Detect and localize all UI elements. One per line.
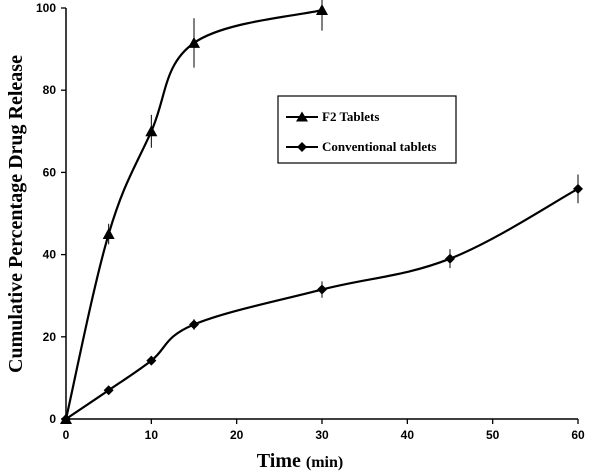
series-conventional-tablets: [61, 174, 583, 424]
x-tick-label: 50: [486, 428, 500, 442]
series-line: [65, 187, 579, 420]
x-tick-label: 0: [63, 428, 70, 442]
x-tick-label: 60: [571, 428, 585, 442]
series-f2-tablets: [60, 0, 328, 424]
y-tick-label: 20: [43, 330, 57, 344]
x-axis-title: Time (min): [257, 450, 343, 472]
y-tick-label: 80: [43, 83, 57, 97]
data-point-diamond: [445, 253, 455, 264]
x-tick-label: 10: [145, 428, 159, 442]
x-axis-label: Time: [257, 450, 301, 472]
legend-diamond-marker: [297, 142, 307, 152]
data-point-diamond: [317, 284, 327, 295]
legend-label-conventional: Conventional tablets: [322, 139, 436, 154]
series-layer: [60, 0, 583, 424]
data-point-triangle: [188, 36, 200, 48]
x-tick-label: 40: [401, 428, 415, 442]
y-tick-label: 100: [36, 1, 56, 15]
axes: [61, 7, 579, 424]
data-point-diamond: [573, 183, 583, 194]
data-point-triangle: [316, 4, 328, 16]
data-point-diamond: [103, 385, 114, 396]
y-axis-title: Cumulative Percentage Drug Release: [5, 55, 27, 373]
data-point-diamond: [146, 355, 157, 366]
data-point-diamond: [61, 414, 71, 424]
legend-entry-f2: F2 Tablets: [286, 109, 379, 124]
x-tick-label: 30: [315, 428, 329, 442]
series-line: [64, 8, 323, 420]
legend-label-f2: F2 Tablets: [322, 109, 379, 124]
y-tick-label: 60: [43, 165, 57, 179]
y-tick-label: 0: [49, 412, 56, 426]
x-tick-label: 20: [230, 428, 244, 442]
data-point-triangle: [145, 125, 158, 137]
legend-entry-conventional: Conventional tablets: [286, 139, 436, 154]
legend-box: [277, 95, 457, 164]
data-point-triangle: [102, 228, 115, 240]
tick-labels: 0 20 40 60 80 100 0 10 20 30 40 50 60: [36, 1, 585, 442]
legend-triangle-marker: [296, 111, 308, 122]
data-point-diamond: [189, 319, 199, 330]
legend: F2 Tablets Conventional tablets: [277, 95, 457, 164]
y-tick-label: 40: [43, 248, 57, 262]
x-axis-unit: (min): [306, 454, 343, 471]
